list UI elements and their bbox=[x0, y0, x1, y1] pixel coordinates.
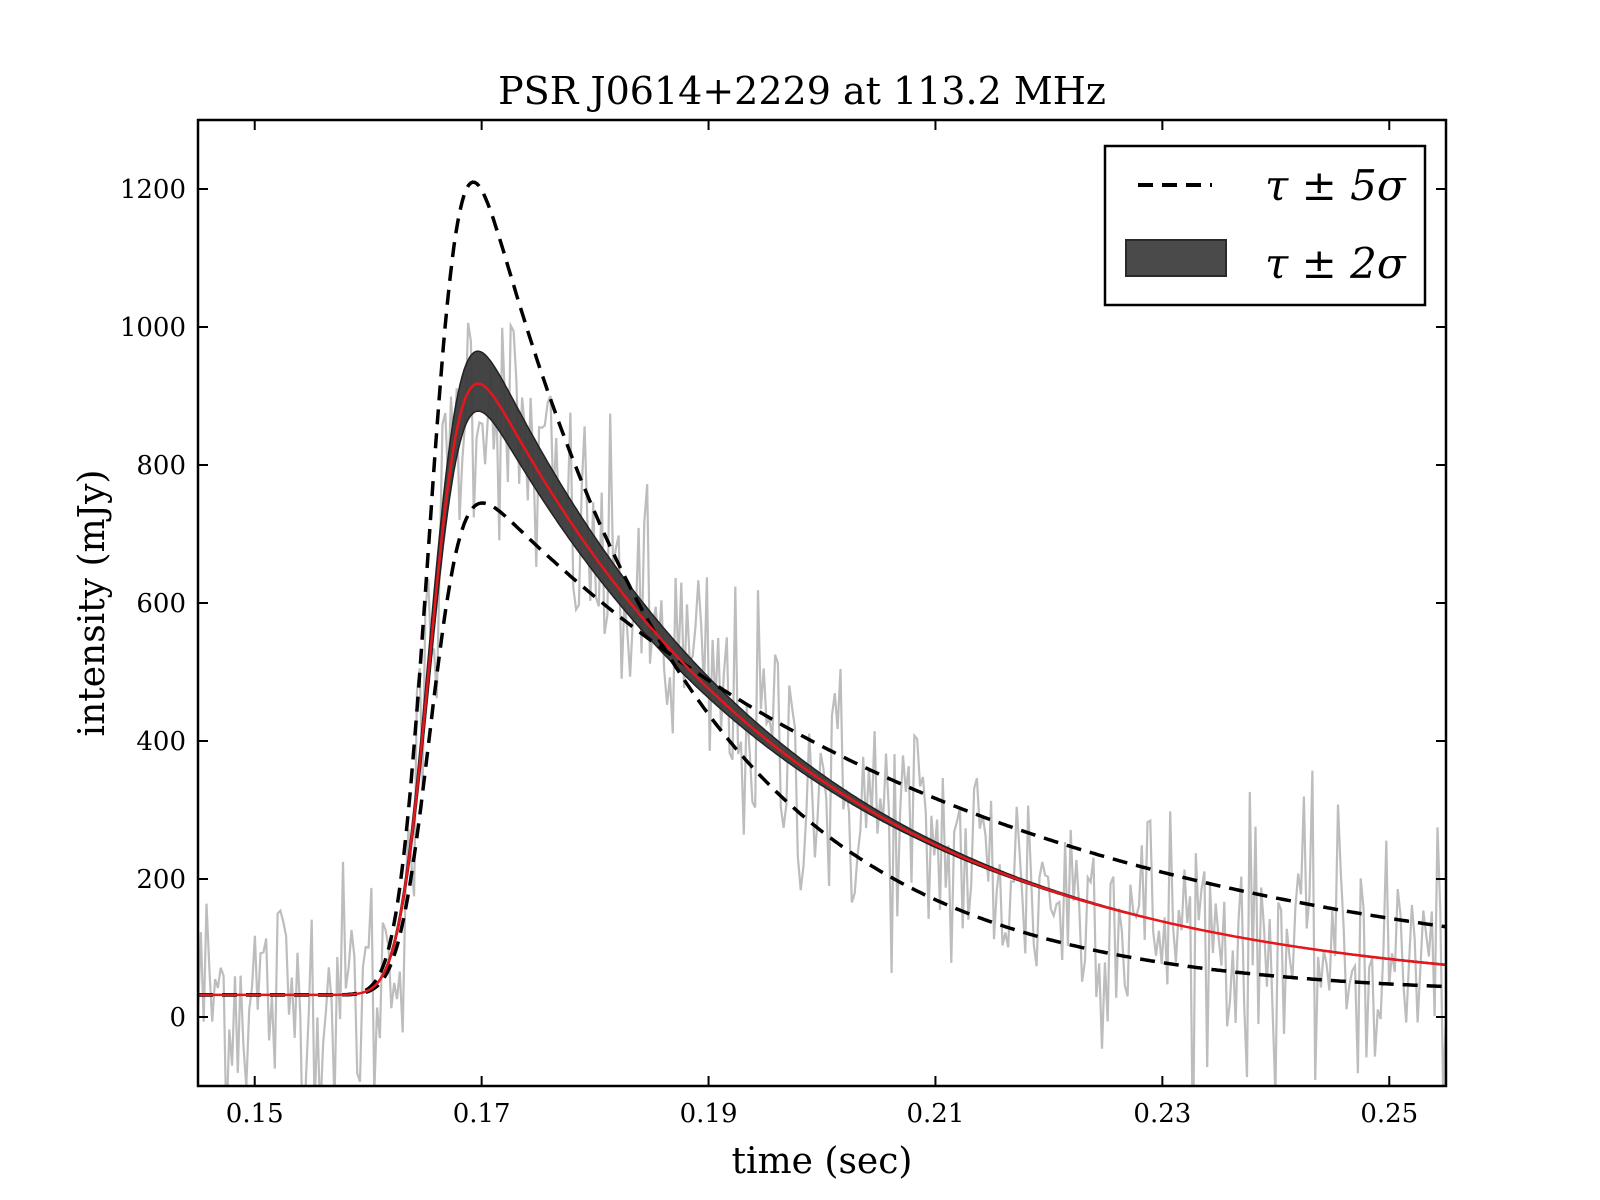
legend-band-swatch bbox=[1125, 239, 1227, 277]
legend-label-5sigma: τ ± 5σ bbox=[1265, 161, 1407, 210]
plot-area bbox=[198, 180, 1446, 1086]
x-tick-label: 0.25 bbox=[1360, 1099, 1418, 1129]
y-tick-label: 200 bbox=[136, 865, 186, 895]
five-sigma-lower-tau-curve bbox=[198, 180, 1446, 997]
x-tick-label: 0.23 bbox=[1133, 1099, 1191, 1129]
five-sigma-curves bbox=[198, 180, 1446, 997]
y-tick-label: 400 bbox=[136, 727, 186, 757]
y-axis-label: intensity (mJy) bbox=[72, 470, 113, 737]
x-tick-labels: 0.15 0.17 0.19 0.21 0.23 0.25 bbox=[226, 1099, 1418, 1129]
x-tick-label: 0.19 bbox=[680, 1099, 738, 1129]
legend-label-2sigma: τ ± 2σ bbox=[1265, 239, 1407, 288]
best-fit-curve bbox=[198, 382, 1446, 997]
legend: τ ± 5σ τ ± 2σ bbox=[1103, 144, 1427, 307]
y-tick-label: 0 bbox=[169, 1003, 186, 1033]
two-sigma-band-area bbox=[198, 350, 1446, 996]
best-fit-line bbox=[198, 382, 1446, 997]
x-axis-label: time (sec) bbox=[732, 1141, 913, 1182]
x-tick-label: 0.21 bbox=[907, 1099, 965, 1129]
y-tick-label: 1200 bbox=[120, 175, 186, 205]
five-sigma-upper-tau-curve bbox=[198, 501, 1446, 997]
x-tick-label: 0.17 bbox=[453, 1099, 511, 1129]
two-sigma-band bbox=[198, 350, 1446, 996]
y-tick-label: 800 bbox=[136, 451, 186, 481]
axis-ticks bbox=[198, 120, 1446, 1086]
plot-frame bbox=[196, 118, 1448, 1088]
x-tick-label: 0.15 bbox=[226, 1099, 284, 1129]
chart-title: PSR J0614+2229 at 113.2 MHz bbox=[498, 69, 1106, 113]
y-tick-label: 600 bbox=[136, 589, 186, 619]
y-tick-labels: 0 200 400 600 800 1000 1200 bbox=[120, 175, 186, 1033]
legend-box bbox=[1103, 144, 1427, 307]
y-tick-label: 1000 bbox=[120, 313, 186, 343]
